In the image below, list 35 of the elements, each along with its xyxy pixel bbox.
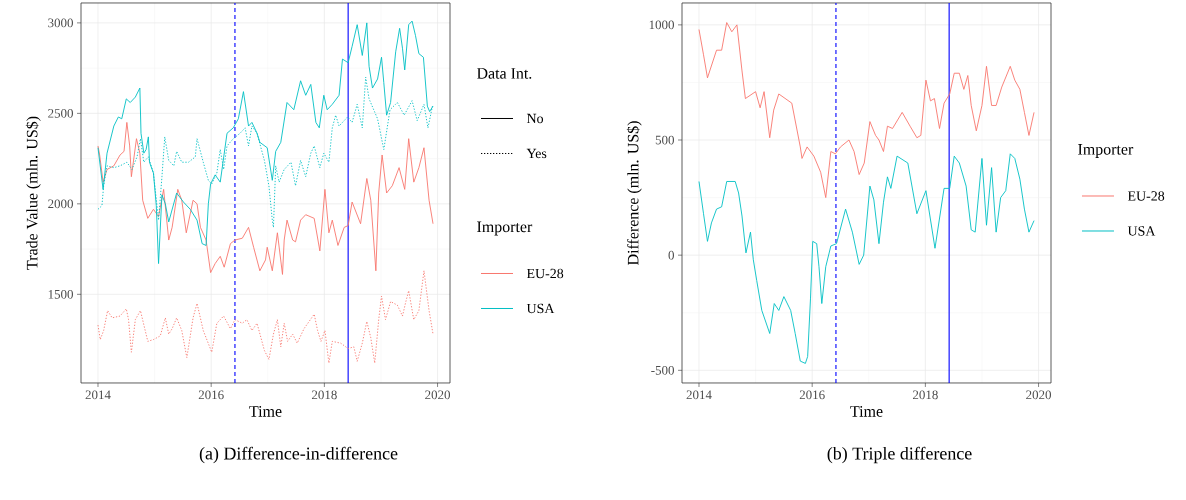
text: (a) Difference-in-difference [199, 446, 398, 464]
y-tick-label: 3000 [48, 18, 73, 28]
x-tick-label: 2018 [311, 390, 337, 400]
text: Yes [526, 148, 547, 159]
y-tick-label: -500 [651, 365, 674, 375]
text: No [526, 113, 544, 124]
legend-label: USA [526, 303, 555, 314]
legend-label: USA [1127, 226, 1156, 236]
x-tick-label: 2016 [198, 390, 224, 400]
line-series [97, 121, 434, 275]
line-series [97, 270, 434, 364]
line-series [698, 153, 1035, 364]
y-tick-label: 0 [668, 250, 674, 260]
y-tick-label: 1500 [48, 289, 73, 299]
x-tick-label: 2020 [1026, 390, 1052, 400]
legend-label: EU-28 [526, 268, 564, 279]
line-series [698, 22, 1035, 199]
x-tick-label: 2014 [686, 390, 712, 400]
x-tick-label: 2014 [85, 390, 111, 400]
x-axis-title: Time [850, 406, 883, 417]
legend-title: Importer [477, 221, 533, 236]
text: Data Int. [476, 68, 532, 79]
y-tick-label: 1000 [649, 20, 674, 30]
x-tick-label: 2016 [799, 390, 825, 400]
text: (b) Triple difference [827, 446, 972, 464]
y-tick-label: 2000 [48, 199, 73, 209]
x-tick-label: 2020 [425, 390, 451, 400]
y-tick-label: 2500 [48, 109, 73, 118]
x-tick-label: 2018 [912, 390, 938, 400]
x-axis-title: Time [249, 406, 282, 417]
legend-title: Importer [1078, 144, 1134, 158]
y-axis-title: Trade Value (mln. US$) [25, 116, 41, 270]
legend-label: EU-28 [1127, 191, 1165, 201]
y-tick-label: 500 [655, 135, 674, 145]
y-axis-title: Difference (mln. US$) [626, 121, 642, 265]
